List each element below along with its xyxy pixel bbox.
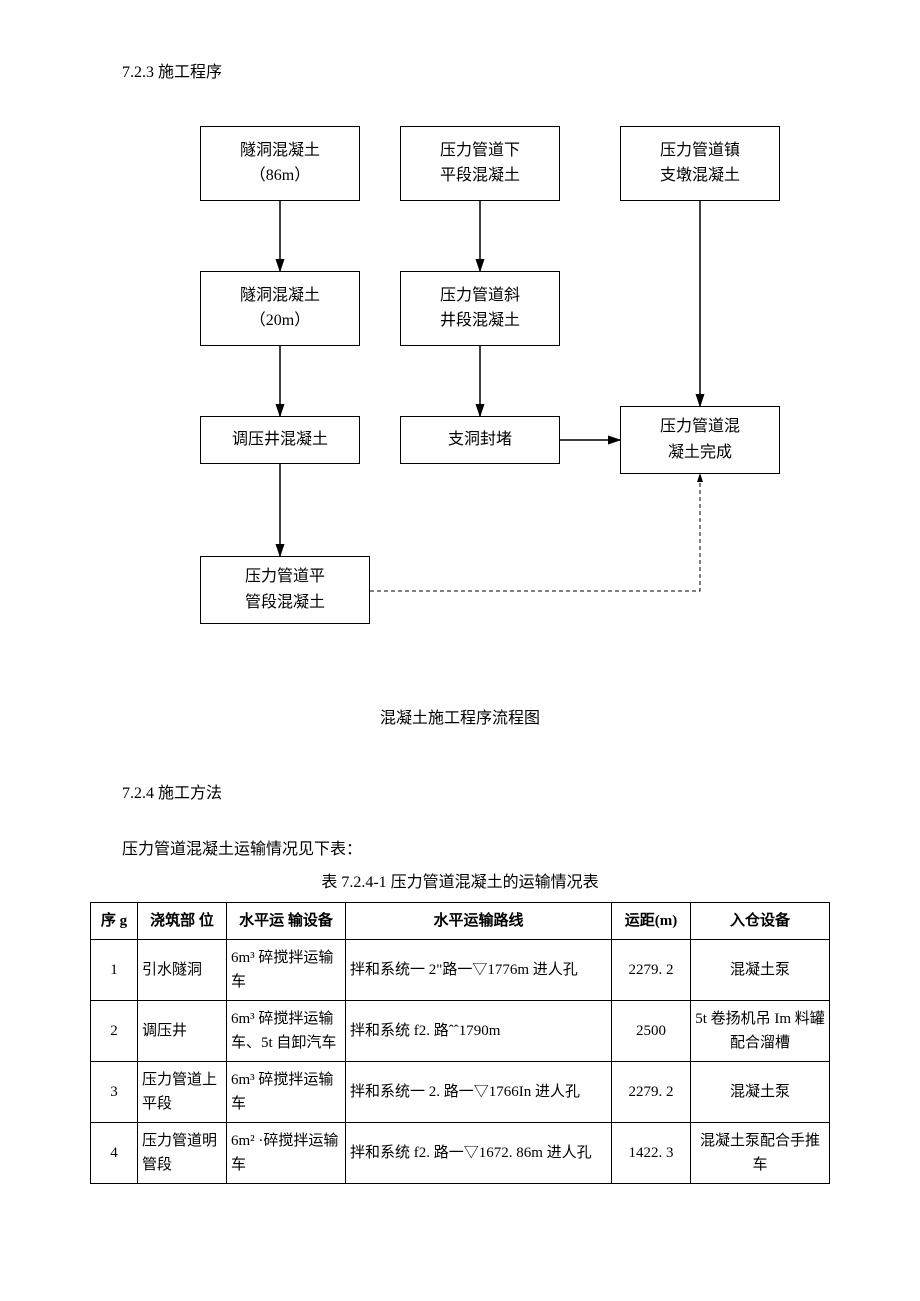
table-row: 4压力管道明管段6m² ·碎搅拌运输车拌和系统 f2. 路一▽1672. 86m… (91, 1122, 830, 1183)
section-724-heading: 7.2.4 施工方法 (90, 781, 830, 807)
th-dist: 运距(m) (612, 902, 691, 939)
table-cell: 2 (91, 1000, 138, 1061)
flow-node-n8: 压力管道混 凝土完成 (620, 406, 780, 474)
table-cell: 压力管道上平段 (138, 1061, 227, 1122)
flow-node-n1: 隧洞混凝土 （86m） (200, 126, 360, 201)
flow-node-n5: 压力管道斜 井段混凝土 (400, 271, 560, 346)
table-cell: 引水隧洞 (138, 939, 227, 1000)
table-cell: 4 (91, 1122, 138, 1183)
table-cell: 2279. 2 (612, 1061, 691, 1122)
table-cell: 6m³ 碎搅拌运输车、5t 自卸汽车 (227, 1000, 346, 1061)
table-cell: 拌和系统 f2. 路ˆˆ1790m (346, 1000, 612, 1061)
table-row: 3压力管道上平段6m³ 碎搅拌运输车拌和系统一 2. 路一▽1766In 进人孔… (91, 1061, 830, 1122)
table-body: 1引水隧洞6m³ 碎搅拌运输车拌和系统一 2"路一▽1776m 进人孔2279.… (91, 939, 830, 1183)
flow-node-n6: 调压井混凝土 (200, 416, 360, 464)
th-equip: 水平运 输设备 (227, 902, 346, 939)
table-cell: 1 (91, 939, 138, 1000)
table-title: 表 7.2.4-1 压力管道混凝土的运输情况表 (90, 870, 830, 896)
flow-node-n2: 压力管道下 平段混凝土 (400, 126, 560, 201)
table-header-row: 序 g 浇筑部 位 水平运 输设备 水平运输路线 运距(m) 入仓设备 (91, 902, 830, 939)
flowchart-container: 隧洞混凝土 （86m） 压力管道下 平段混凝土 压力管道镇 支墩混凝土 隧洞混凝… (90, 116, 830, 686)
table-cell: 6m³ 碎搅拌运输车 (227, 939, 346, 1000)
transport-table: 序 g 浇筑部 位 水平运 输设备 水平运输路线 运距(m) 入仓设备 1引水隧… (90, 902, 830, 1184)
table-cell: 调压井 (138, 1000, 227, 1061)
flow-node-n7: 支洞封堵 (400, 416, 560, 464)
table-cell: 拌和系统 f2. 路一▽1672. 86m 进人孔 (346, 1122, 612, 1183)
flow-node-n3: 压力管道镇 支墩混凝土 (620, 126, 780, 201)
table-cell: 6m² ·碎搅拌运输车 (227, 1122, 346, 1183)
table-cell: 2279. 2 (612, 939, 691, 1000)
table-cell: 1422. 3 (612, 1122, 691, 1183)
table-cell: 混凝土泵 (691, 939, 830, 1000)
table-row: 1引水隧洞6m³ 碎搅拌运输车拌和系统一 2"路一▽1776m 进人孔2279.… (91, 939, 830, 1000)
table-cell: 混凝土泵配合手推车 (691, 1122, 830, 1183)
flow-node-n9: 压力管道平 管段混凝土 (200, 556, 370, 624)
table-cell: 拌和系统一 2. 路一▽1766In 进人孔 (346, 1061, 612, 1122)
table-cell: 混凝土泵 (691, 1061, 830, 1122)
para-724: 压力管道混凝土运输情况见下表： (90, 837, 830, 863)
section-723-heading: 7.2.3 施工程序 (90, 60, 830, 86)
table-cell: 6m³ 碎搅拌运输车 (227, 1061, 346, 1122)
table-cell: 压力管道明管段 (138, 1122, 227, 1183)
table-cell: 5t 卷扬机吊 Im 料罐配合溜槽 (691, 1000, 830, 1061)
table-cell: 2500 (612, 1000, 691, 1061)
th-route: 水平运输路线 (346, 902, 612, 939)
th-in: 入仓设备 (691, 902, 830, 939)
table-cell: 拌和系统一 2"路一▽1776m 进人孔 (346, 939, 612, 1000)
th-seq: 序 g (91, 902, 138, 939)
flow-node-n4: 隧洞混凝土 （20m） (200, 271, 360, 346)
table-cell: 3 (91, 1061, 138, 1122)
flowchart-caption: 混凝土施工程序流程图 (90, 706, 830, 732)
th-part: 浇筑部 位 (138, 902, 227, 939)
table-row: 2调压井6m³ 碎搅拌运输车、5t 自卸汽车拌和系统 f2. 路ˆˆ1790m2… (91, 1000, 830, 1061)
